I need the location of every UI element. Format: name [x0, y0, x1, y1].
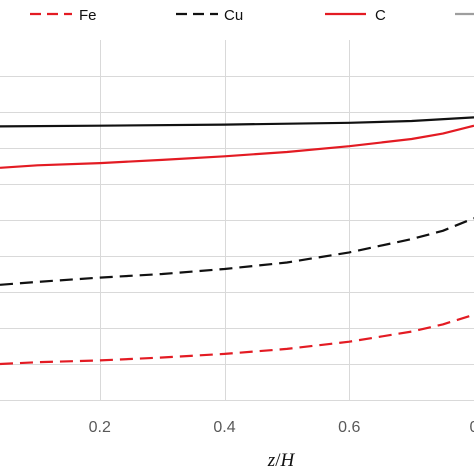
series-line-fe: [0, 313, 474, 366]
series-line-unlabeled: [0, 116, 474, 128]
gridlines: [0, 40, 474, 401]
legend-item-c: C: [325, 7, 386, 24]
legend-label-cu: Cu: [224, 7, 243, 24]
series-line-cu: [0, 217, 474, 286]
x-tick-label: 0.4: [213, 419, 235, 436]
series-line-c: [0, 124, 474, 169]
legend-label-fe: Fe: [79, 7, 97, 24]
x-tick-label: 0: [470, 419, 474, 436]
legend-item-fe: Fe: [30, 7, 97, 24]
series-lines: [0, 116, 474, 366]
x-tick-label: 0.2: [89, 419, 111, 436]
legend: Fe Cu C: [30, 7, 474, 24]
x-axis-title: z/H: [267, 450, 296, 471]
legend-label-c: C: [375, 7, 386, 24]
legend-item-cu: Cu: [176, 7, 243, 24]
x-tick-labels: 0.2 0.4 0.6 0: [89, 419, 474, 436]
x-tick-label: 0.6: [338, 419, 360, 436]
